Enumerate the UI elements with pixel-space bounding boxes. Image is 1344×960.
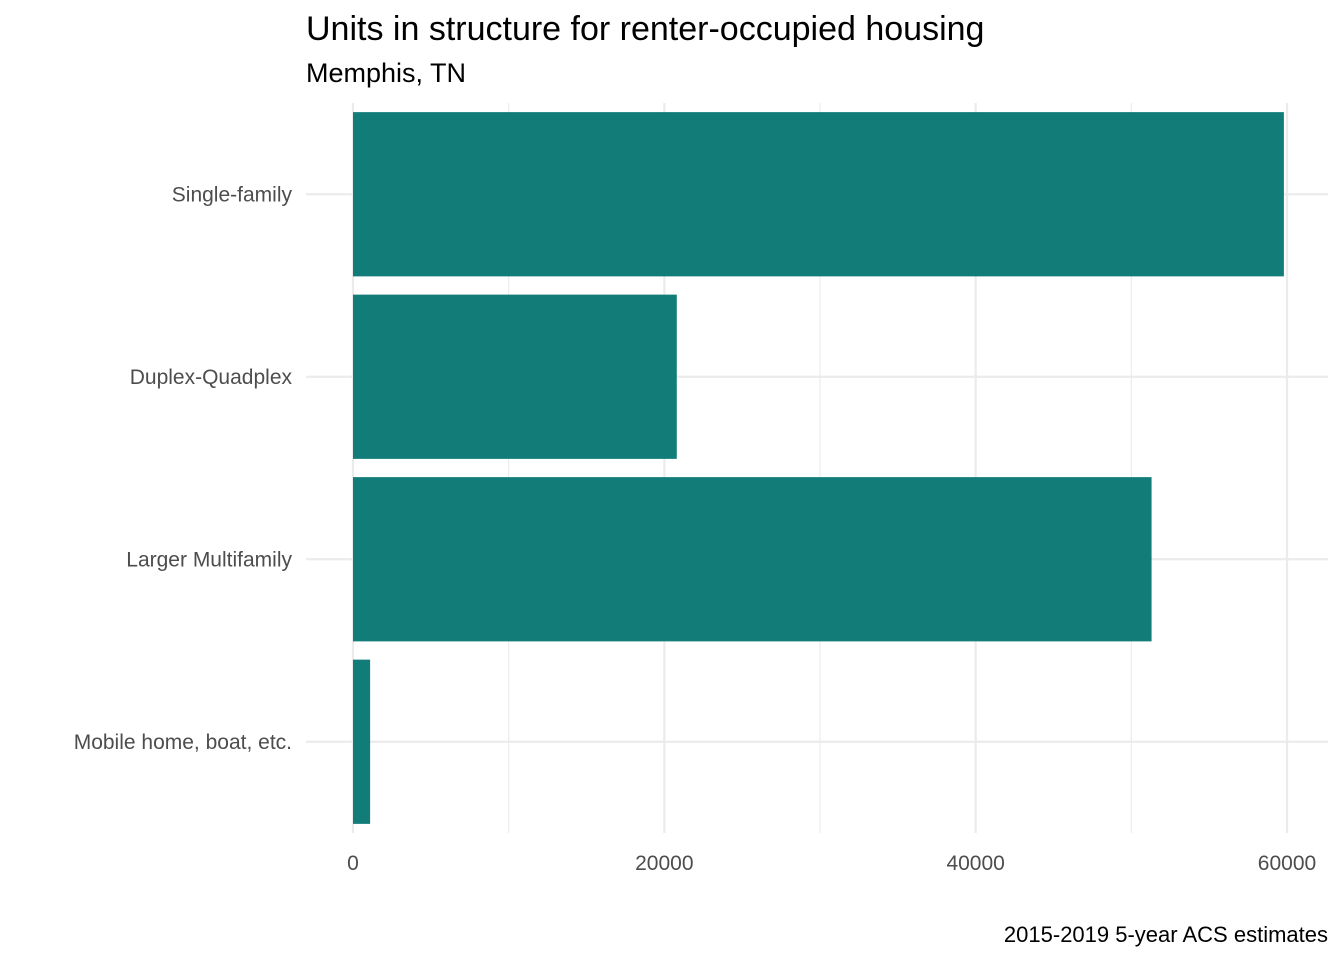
y-tick-label: Single-family — [172, 183, 293, 206]
y-tick-label: Duplex-Quadplex — [130, 366, 293, 389]
y-tick-label: Mobile home, boat, etc. — [74, 731, 292, 754]
x-tick-label: 20000 — [635, 852, 693, 875]
x-tick-label: 40000 — [946, 852, 1004, 875]
x-tick-label: 60000 — [1258, 852, 1316, 875]
bars-group — [353, 112, 1284, 824]
bar — [353, 659, 371, 824]
chart-caption: 2015-2019 5-year ACS estimates — [1004, 922, 1328, 947]
chart-title: Units in structure for renter-occupied h… — [306, 10, 984, 48]
y-tick-label: Larger Multifamily — [126, 548, 292, 571]
bar — [353, 294, 677, 459]
y-axis-labels: Single-family Duplex-Quadplex Larger Multi… — [74, 183, 293, 754]
bar — [353, 477, 1152, 642]
chart-subtitle: Memphis, TN — [306, 58, 466, 88]
x-axis-labels: 0 20000 40000 60000 — [347, 852, 1316, 875]
x-tick-label: 0 — [347, 852, 359, 875]
bar — [353, 112, 1284, 277]
